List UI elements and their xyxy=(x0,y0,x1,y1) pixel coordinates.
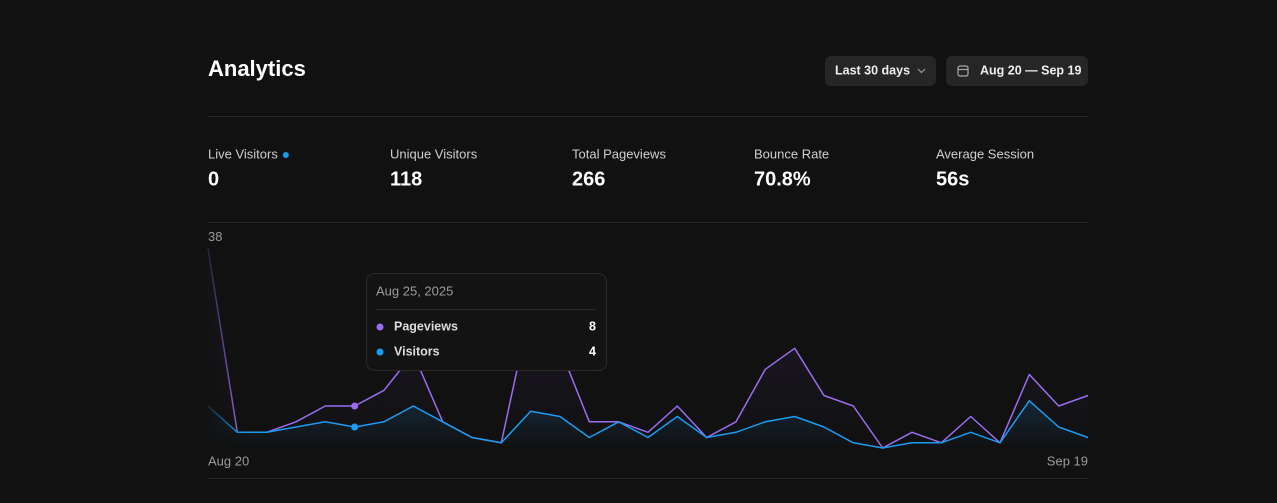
hover-dot xyxy=(351,423,359,431)
legend-label: Visitors xyxy=(394,344,440,358)
stats: Live Visitors 0 Unique Visitors 118 Total Pa… xyxy=(208,146,1034,190)
stat-value: 266 xyxy=(572,168,605,190)
tooltip-value: 4 xyxy=(589,344,596,358)
x-tick-label: Aug 20 xyxy=(208,453,249,468)
tooltip-title: Aug 25, 2025 xyxy=(376,283,453,298)
tooltip-box xyxy=(366,273,607,371)
stat-label: Total Pageviews xyxy=(572,146,666,161)
x-tick-label: Sep 19 xyxy=(1047,453,1088,468)
live-dot xyxy=(282,152,289,158)
date-button[interactable] xyxy=(946,56,1088,86)
chevron-icon xyxy=(917,68,926,74)
stat-value: 118 xyxy=(390,168,422,190)
lines xyxy=(207,248,1089,449)
stat-label: Live Visitors xyxy=(208,146,278,161)
y-tick-label: 38 xyxy=(208,229,222,244)
stat-label: Unique Visitors xyxy=(390,146,478,161)
chart: 38 Aug 20 Sep 19 xyxy=(207,229,1089,468)
series-area xyxy=(208,400,1088,448)
series-area xyxy=(208,248,1088,448)
tooltip: Aug 25, 2025 Pageviews 8 Visitors 4 xyxy=(351,273,607,431)
tooltip-value: 8 xyxy=(589,319,596,333)
stat-label: Average Session xyxy=(936,146,1034,161)
range-button[interactable] xyxy=(825,56,936,86)
calendar-icon xyxy=(957,65,969,77)
legend-dot xyxy=(376,348,384,356)
date-button-label: Aug 20 — Sep 19 xyxy=(980,63,1081,77)
range-button-label: Last 30 days xyxy=(835,63,910,77)
legend-label: Pageviews xyxy=(394,319,458,333)
stat-value: 70.8% xyxy=(754,168,811,190)
hover-dot xyxy=(351,402,359,410)
stat-value: 0 xyxy=(208,168,219,190)
stat-label: Bounce Rate xyxy=(754,146,829,161)
legend-dot xyxy=(376,323,384,331)
page-title: Analytics xyxy=(208,56,306,81)
stat-value: 56s xyxy=(936,168,969,190)
